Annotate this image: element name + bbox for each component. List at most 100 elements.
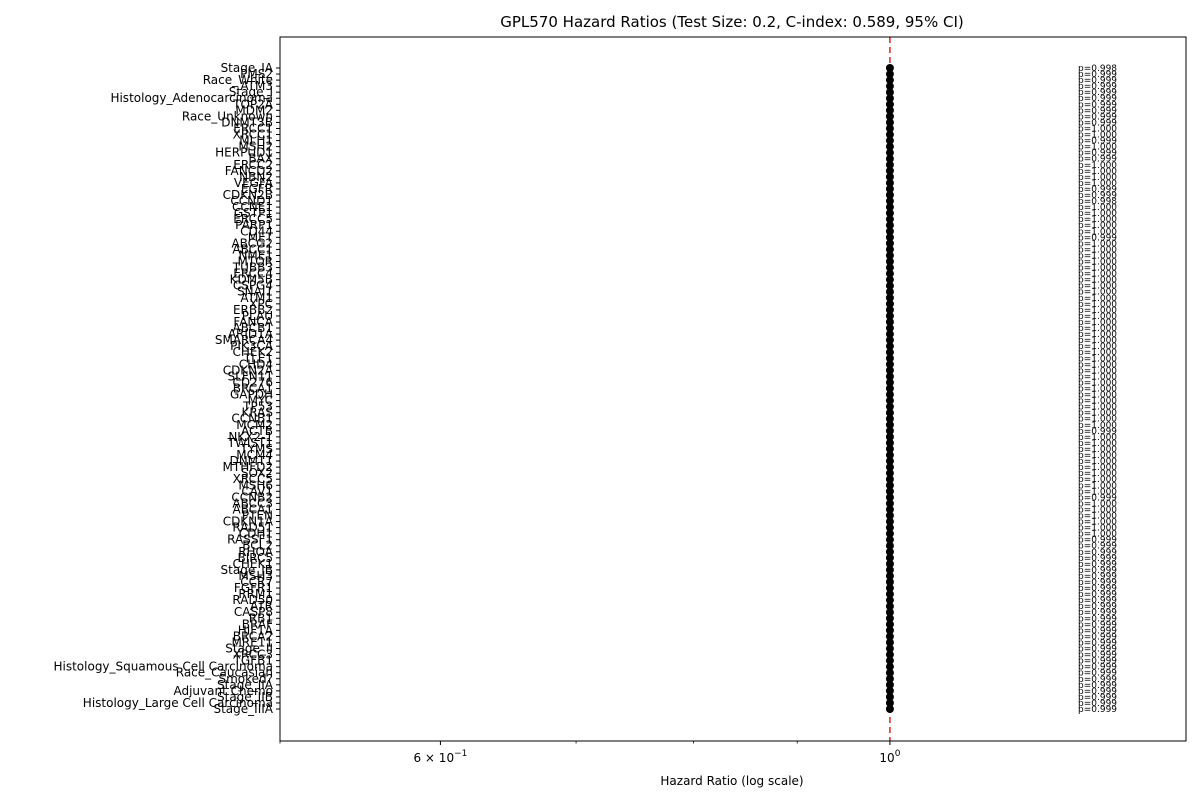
hazard-ratio-point: [885, 330, 894, 339]
hazard-ratio-point: [885, 112, 894, 121]
hazard-ratio-point: [885, 88, 894, 97]
y-tick-label: CSPG4: [233, 279, 273, 293]
hazard-ratio-point: [885, 529, 894, 538]
p-value-label: p=1.000: [1078, 451, 1117, 461]
hazard-ratio-point: [885, 511, 894, 520]
hazard-ratio-point: [885, 426, 894, 435]
plot-frame: [279, 36, 1187, 742]
p-value-label: p=1.000: [1078, 505, 1117, 515]
p-value-label: p=1.000: [1078, 251, 1117, 261]
p-value-label: p=1.000: [1078, 124, 1117, 134]
y-tick-label: KDM5B: [230, 273, 273, 287]
p-value-label: p=0.999: [1078, 493, 1117, 503]
y-tick-label: PTEN: [242, 508, 273, 522]
hazard-ratio-point: [885, 281, 894, 290]
y-tick-label: ERCC1: [233, 121, 273, 135]
y-tick-label: CCNB1: [231, 412, 273, 426]
y-tick-label: ATR: [250, 599, 273, 613]
hazard-ratio-point: [885, 638, 894, 647]
y-tick-label: HERPUD1: [215, 146, 273, 160]
hazard-ratio-point: [885, 311, 894, 320]
y-tick-label: KRAS: [241, 406, 273, 420]
y-tick-label: CHEK2: [233, 345, 274, 359]
y-tick-label: Stage_IIIA: [213, 702, 273, 716]
hazard-ratio-point: [885, 584, 894, 593]
p-value-label: p=1.000: [1078, 300, 1117, 310]
p-value-label: p=1.000: [1078, 318, 1117, 328]
p-value-label: p=1.000: [1078, 366, 1117, 376]
hazard-ratio-point: [885, 420, 894, 429]
hazard-ratio-point: [885, 82, 894, 91]
y-tick-label: Histology_Large Cell Carcinoma: [83, 696, 273, 710]
y-tick-label: PLAU: [242, 309, 273, 323]
hazard-ratio-point: [885, 148, 894, 157]
y-tick-label: NKX2-1: [228, 430, 273, 444]
p-value-label: p=0.999: [1078, 669, 1117, 679]
y-tick-label: MTOR: [238, 255, 273, 269]
y-tick-label: Smoked?: [218, 672, 273, 686]
hazard-ratio-point: [885, 626, 894, 635]
hazard-ratio-point: [885, 517, 894, 526]
y-tick-label: CCNE1: [232, 200, 273, 214]
p-value-label: p=0.999: [1078, 681, 1117, 691]
hazard-ratio-point: [885, 571, 894, 580]
p-value-label: p=0.999: [1078, 705, 1117, 715]
y-tick-label: PARP1: [235, 218, 273, 232]
y-tick-label: CDKN1A: [223, 515, 274, 529]
p-value-label: p=0.998: [1078, 64, 1117, 74]
y-tick-label: TOP2A: [232, 97, 274, 111]
p-value-label: p=0.999: [1078, 536, 1117, 546]
p-value-label: p=1.000: [1078, 397, 1117, 407]
y-tick-label: Stage_IIB: [217, 690, 273, 704]
p-value-label: p=1.000: [1078, 421, 1117, 431]
y-tick-label: CASP8: [234, 605, 273, 619]
hazard-ratio-point: [885, 324, 894, 333]
y-tick-label: ATM1: [240, 291, 273, 305]
y-tick-label: MCM2: [236, 418, 273, 432]
p-value-label: p=0.999: [1078, 427, 1117, 437]
p-value-label: p=0.999: [1078, 584, 1117, 594]
y-tick-label: TWIST1: [227, 436, 273, 450]
p-value-label: p=1.000: [1078, 258, 1117, 268]
y-tick-label: SNAI1: [237, 285, 273, 299]
p-value-label: p=0.999: [1078, 70, 1117, 80]
y-tick-label: Race_Caucasian: [176, 666, 273, 680]
p-value-label: p=1.000: [1078, 487, 1117, 497]
hazard-ratio-point: [885, 451, 894, 460]
hazard-ratio-point: [885, 535, 894, 544]
hazard-ratio-point: [885, 354, 894, 363]
hazard-ratio-point: [885, 384, 894, 393]
y-tick-label: RB1: [249, 611, 273, 625]
hazard-ratio-point: [885, 650, 894, 659]
p-value-label: p=1.000: [1078, 203, 1117, 213]
hazard-ratio-point: [885, 457, 894, 466]
p-value-label: p=1.000: [1078, 475, 1117, 485]
p-value-label: p=1.000: [1078, 409, 1117, 419]
hazard-ratio-point: [885, 644, 894, 653]
hazard-ratio-point: [885, 680, 894, 689]
p-value-label: p=0.999: [1078, 82, 1117, 92]
p-value-label: p=1.000: [1078, 524, 1117, 534]
p-value-label: p=0.999: [1078, 651, 1117, 661]
hazard-ratio-point: [885, 414, 894, 423]
p-value-label: p=1.000: [1078, 282, 1117, 292]
hazard-ratio-point: [885, 596, 894, 605]
hazard-ratio-point: [885, 287, 894, 296]
p-value-label: p=1.000: [1078, 245, 1117, 255]
hazard-ratio-point: [885, 190, 894, 199]
hazard-ratio-point: [885, 590, 894, 599]
y-tick-label: Stage_IIA: [217, 678, 274, 692]
p-value-label: p=0.999: [1078, 112, 1117, 122]
y-tick-label: FANCA: [233, 315, 273, 329]
y-tick-label: MDM2: [235, 103, 273, 117]
y-tick-label: ERBB2: [233, 303, 273, 317]
hazard-ratio-point: [885, 493, 894, 502]
y-tick-label: ABCC1: [232, 242, 273, 256]
p-value-label: p=1.000: [1078, 530, 1117, 540]
y-tick-label: DNMT1: [229, 454, 273, 468]
p-value-label: p=1.000: [1078, 324, 1117, 334]
hazard-ratio-point: [885, 553, 894, 562]
p-value-label: p=1.000: [1078, 161, 1117, 171]
y-tick-label: RAD50: [232, 593, 273, 607]
